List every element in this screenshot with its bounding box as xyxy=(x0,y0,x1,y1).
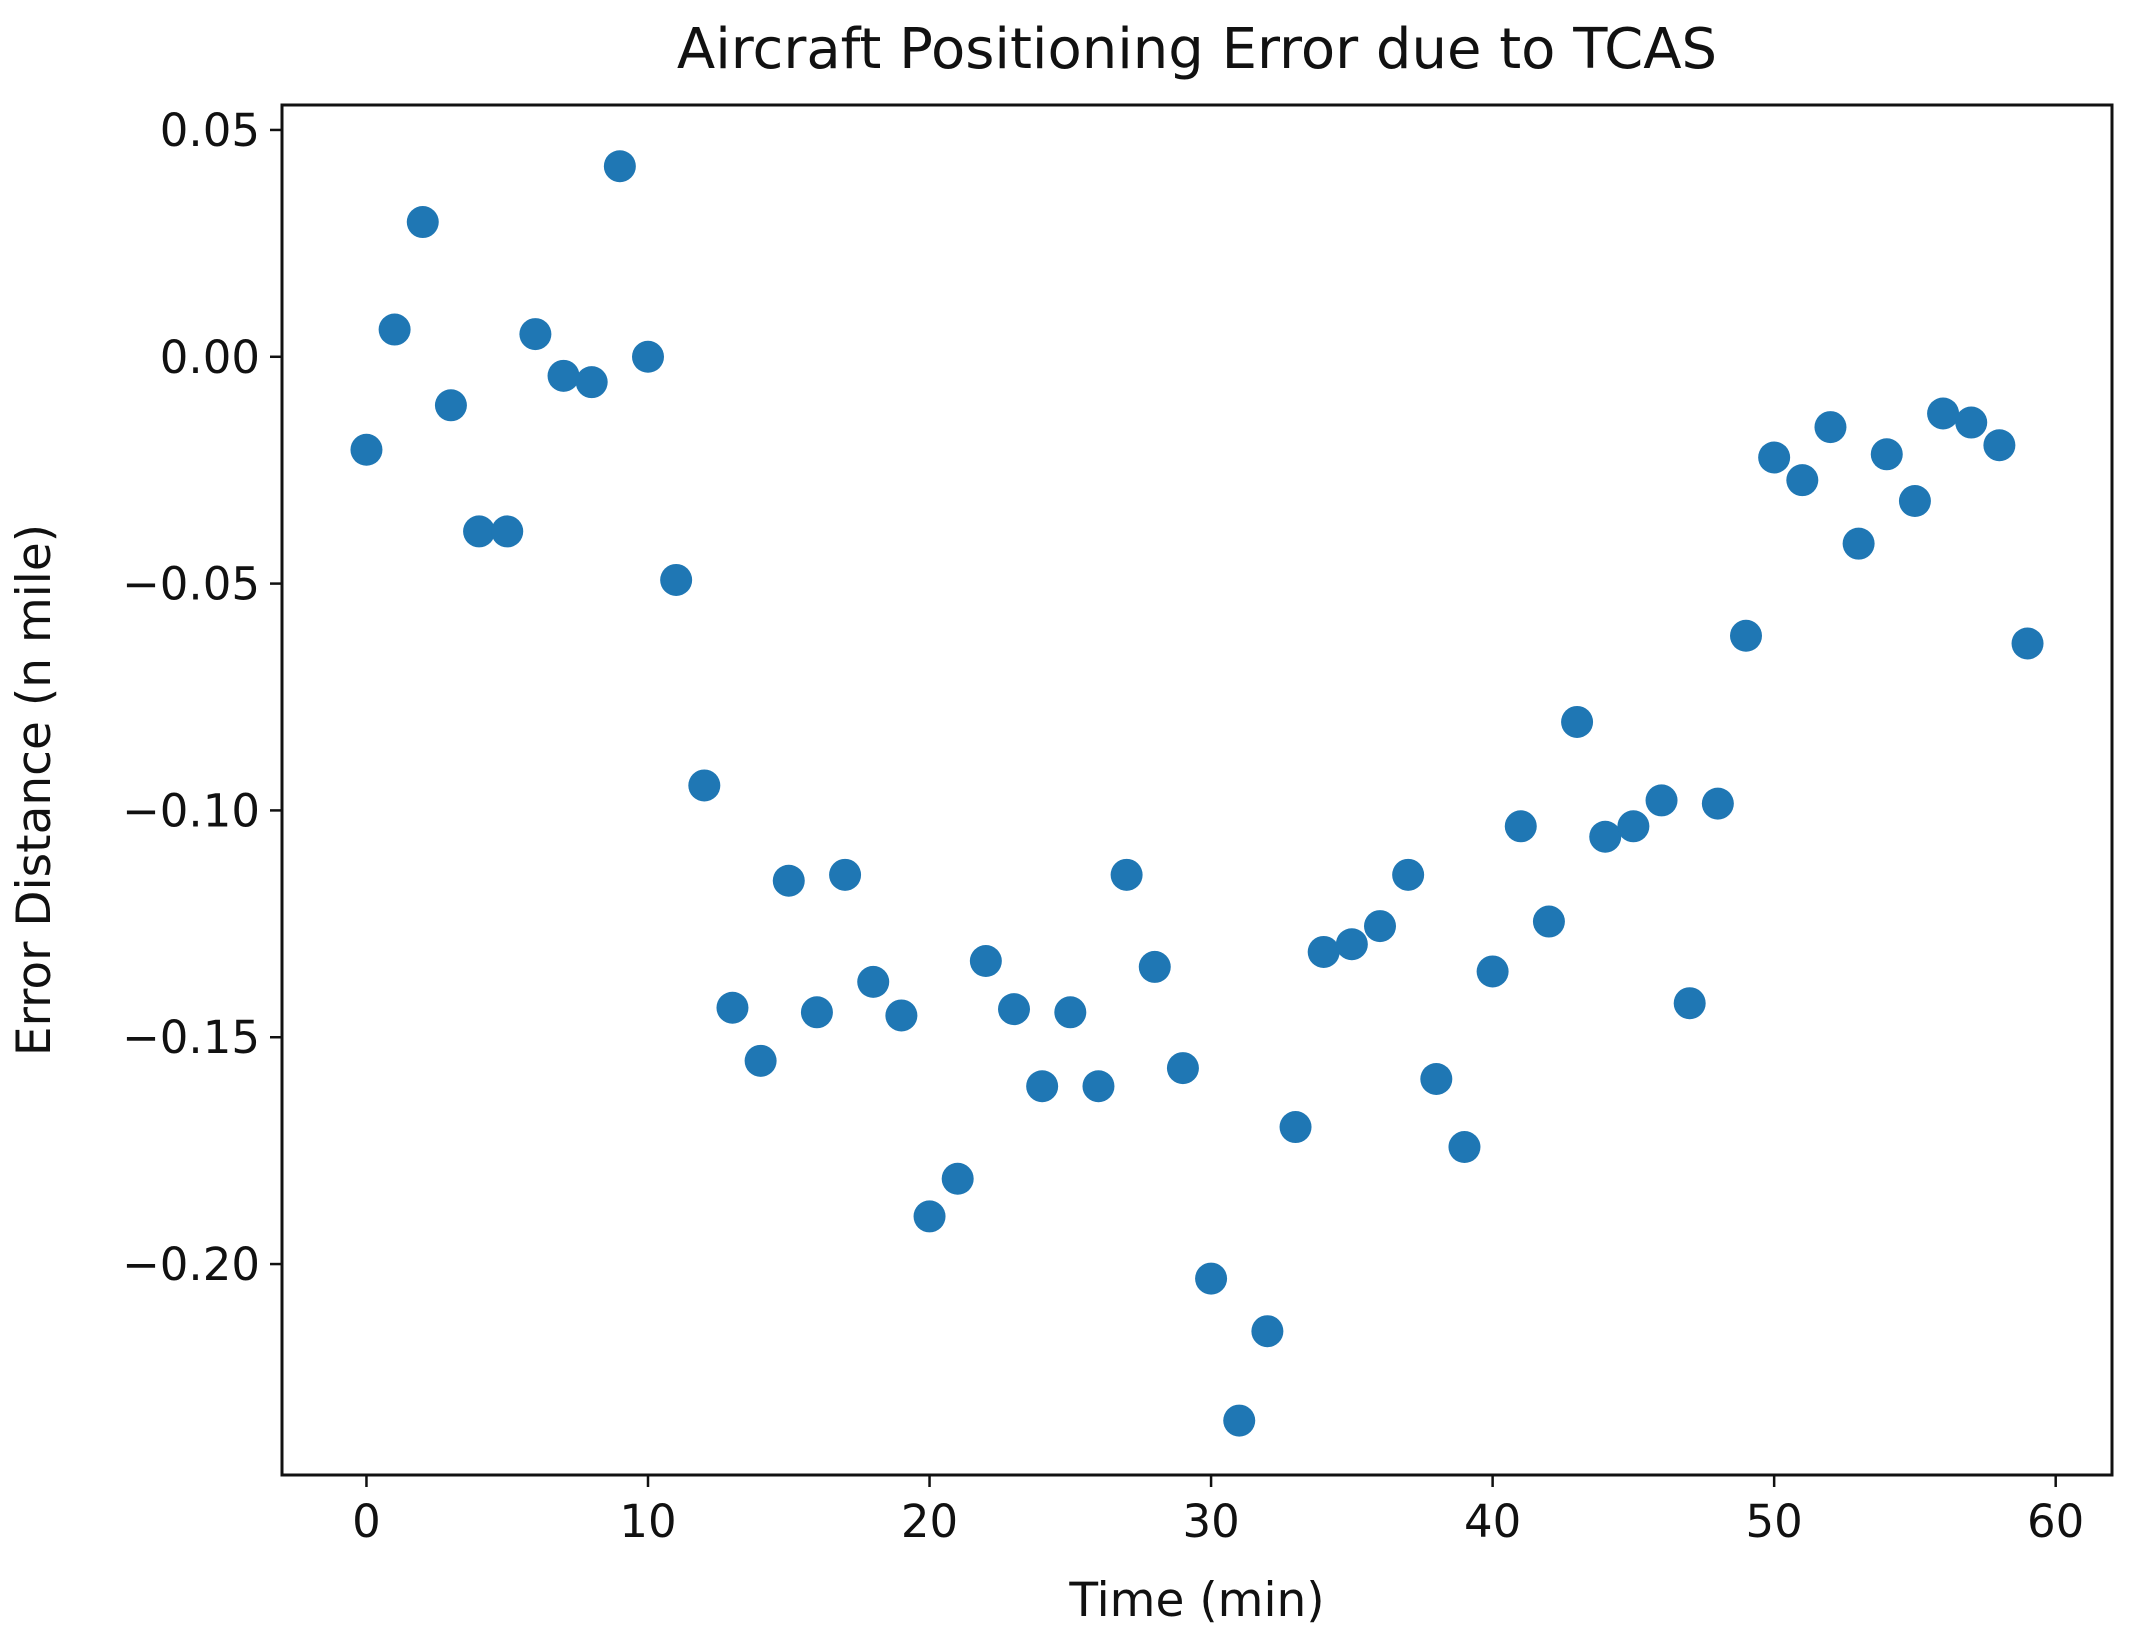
data-point xyxy=(1448,1131,1481,1164)
data-point xyxy=(1195,1262,1228,1295)
plot-frame xyxy=(280,103,2114,1477)
data-point xyxy=(463,515,496,548)
data-point xyxy=(1026,1070,1059,1103)
data-point xyxy=(969,945,1002,978)
data-point xyxy=(547,359,580,392)
data-point xyxy=(1673,987,1706,1020)
data-point xyxy=(1617,810,1650,843)
data-points xyxy=(350,150,2044,1437)
data-point xyxy=(1082,1070,1115,1103)
data-point xyxy=(1814,411,1847,444)
x-axis-ticks: 0 10 20 30 40 50 60 xyxy=(352,1475,2084,1548)
data-point xyxy=(800,996,833,1029)
y-tick-label: −0.15 xyxy=(122,1011,260,1064)
data-point xyxy=(716,991,749,1024)
data-point xyxy=(632,340,664,373)
x-tick-label: 30 xyxy=(1182,1495,1239,1548)
data-point xyxy=(1870,438,1903,471)
chart-title: Aircraft Positioning Error due to TCAS xyxy=(677,17,1717,82)
data-point xyxy=(519,318,552,351)
data-point xyxy=(1955,406,1988,439)
data-point xyxy=(1504,810,1537,843)
x-tick-label: 40 xyxy=(1464,1495,1521,1548)
data-point xyxy=(688,769,721,802)
data-point xyxy=(829,858,862,891)
data-point xyxy=(1842,527,1875,560)
data-point xyxy=(1335,928,1368,961)
data-point xyxy=(491,515,524,548)
data-point xyxy=(857,965,890,998)
data-point xyxy=(1758,441,1791,474)
data-point xyxy=(350,433,383,466)
data-point xyxy=(1138,950,1171,983)
data-point xyxy=(1898,485,1931,518)
data-point xyxy=(575,366,608,399)
data-point xyxy=(1392,858,1425,891)
x-tick-label: 50 xyxy=(1746,1495,1803,1548)
y-axis-label: Error Distance (n mile) xyxy=(7,524,62,1056)
data-point xyxy=(744,1044,777,1077)
x-axis-label: Time (min) xyxy=(1068,1573,1324,1628)
data-point xyxy=(1307,935,1340,968)
data-point xyxy=(1561,705,1594,738)
x-tick-label: 0 xyxy=(352,1495,381,1548)
data-point xyxy=(406,206,439,239)
data-point xyxy=(1701,787,1734,820)
data-point xyxy=(913,1200,946,1233)
data-point xyxy=(1223,1404,1256,1437)
data-point xyxy=(603,150,636,183)
data-point xyxy=(1645,784,1678,817)
data-point xyxy=(1054,996,1087,1029)
data-point xyxy=(885,999,918,1032)
data-point xyxy=(1589,820,1622,853)
y-axis-ticks: 0.05 0.00 −0.05 −0.10 −0.15 −0.20 xyxy=(122,104,282,1291)
y-tick-label: −0.10 xyxy=(122,784,260,837)
data-point xyxy=(1110,858,1143,891)
data-point xyxy=(1927,397,1960,430)
data-point xyxy=(1420,1062,1453,1095)
data-point xyxy=(1786,464,1819,497)
data-point xyxy=(660,563,693,596)
data-point xyxy=(998,993,1030,1026)
data-point xyxy=(1364,910,1396,943)
x-tick-label: 10 xyxy=(619,1495,676,1548)
data-point xyxy=(941,1162,974,1195)
x-tick-label: 60 xyxy=(2027,1495,2084,1548)
data-point xyxy=(1532,905,1565,938)
y-tick-label: 0.05 xyxy=(160,104,260,157)
data-point xyxy=(378,313,411,346)
y-tick-label: −0.05 xyxy=(122,558,260,611)
y-tick-label: −0.20 xyxy=(122,1238,260,1291)
y-tick-label: 0.00 xyxy=(160,331,260,384)
data-point xyxy=(1476,955,1509,988)
data-point xyxy=(434,389,467,422)
data-point xyxy=(1251,1315,1284,1348)
data-point xyxy=(1983,429,2016,462)
data-point xyxy=(1166,1052,1199,1085)
data-point xyxy=(772,864,805,897)
data-point xyxy=(1279,1111,1312,1144)
data-point xyxy=(2011,627,2044,660)
x-tick-label: 20 xyxy=(901,1495,958,1548)
data-point xyxy=(1730,619,1762,652)
